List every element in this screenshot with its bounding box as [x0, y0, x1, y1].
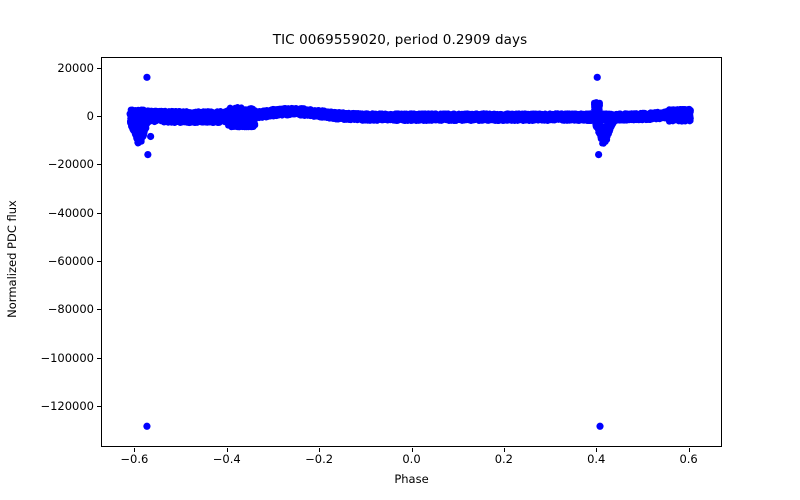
- y-tick-label: −80000: [47, 302, 94, 317]
- y-tick-mark: [97, 67, 101, 69]
- data-series-points: [126, 73, 694, 430]
- x-tick-mark: [503, 448, 505, 452]
- x-tick-label: 0.2: [494, 452, 514, 466]
- y-tick-mark: [97, 405, 101, 407]
- x-tick-mark: [319, 448, 321, 452]
- x-tick-mark: [226, 448, 228, 452]
- y-tick-mark: [97, 261, 101, 263]
- x-tick-mark: [688, 448, 690, 452]
- y-tick-label: 0: [86, 109, 94, 124]
- y-axis-tick-labels: 20000 0 −20000 −40000 −60000 −80000 −100000 −12…: [0, 0, 94, 500]
- x-tick-label: 0.6: [679, 452, 698, 466]
- x-tick-label: −0.4: [212, 452, 241, 466]
- page-title: TIC 0069559020, period 0.2909 days: [272, 32, 528, 48]
- x-tick-mark: [134, 448, 136, 452]
- x-tick-label: 0.4: [587, 452, 606, 466]
- y-tick-label: −40000: [47, 205, 94, 220]
- y-tick-label: −100000: [40, 350, 94, 365]
- y-tick-label: −60000: [47, 254, 94, 269]
- y-tick-label: −20000: [47, 157, 94, 172]
- x-tick-label: 0.0: [402, 452, 421, 466]
- data-point: [252, 122, 259, 129]
- x-tick-label: −0.6: [120, 452, 149, 466]
- y-tick-mark: [97, 357, 101, 359]
- y-tick-mark: [97, 116, 101, 118]
- y-tick-mark: [97, 164, 101, 166]
- y-tick-label: 20000: [57, 60, 94, 75]
- data-point: [228, 124, 235, 131]
- data-point: [243, 124, 250, 131]
- y-tick-mark: [97, 212, 101, 214]
- x-tick-label: −0.2: [305, 452, 334, 466]
- y-tick-mark: [97, 309, 101, 311]
- x-tick-mark: [411, 448, 413, 452]
- plot-axes-frame: [101, 57, 722, 447]
- scatter-plot-canvas: [126, 73, 694, 430]
- x-tick-mark: [596, 448, 598, 452]
- y-tick-label: −120000: [40, 398, 94, 413]
